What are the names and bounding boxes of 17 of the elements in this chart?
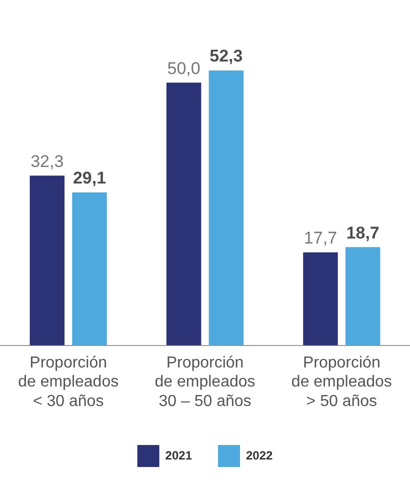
data-label: 50,0 xyxy=(167,58,200,78)
bar xyxy=(345,247,380,346)
bar xyxy=(30,176,65,346)
data-label: 18,7 xyxy=(346,223,380,242)
bar xyxy=(303,252,338,346)
data-label: 52,3 xyxy=(210,46,243,66)
data-label: 32,3 xyxy=(30,152,64,171)
x-tick-label: Proporción de empleados 30 – 50 años xyxy=(154,354,256,410)
data-label: 29,1 xyxy=(72,168,106,188)
bar xyxy=(166,82,202,346)
bar xyxy=(208,70,244,346)
x-tick-label: Proporción de empleados > 50 años xyxy=(291,354,392,410)
legend-label: 2021 xyxy=(165,448,192,462)
data-label: 17,7 xyxy=(304,228,338,248)
bar xyxy=(72,192,107,346)
legend-label: 2022 xyxy=(246,448,274,462)
x-tick-label: Proporción de empleados < 30 años xyxy=(18,354,119,410)
